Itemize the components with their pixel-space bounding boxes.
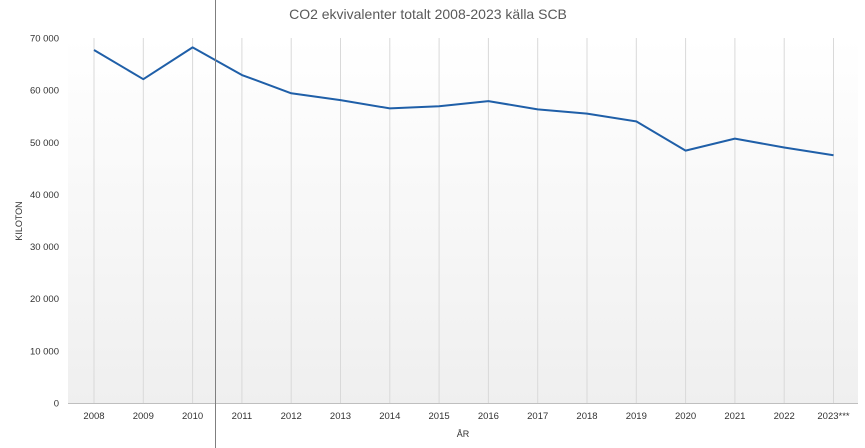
y-tick-label: 30 000 xyxy=(30,242,59,253)
x-tick-label: 2022 xyxy=(774,411,795,422)
x-axis-ticks: 2008 2009 2010 2011 2012 2013 2014 2015 2016 2017… xyxy=(83,411,849,422)
x-tick-label: 2009 xyxy=(133,411,154,422)
x-tick-label: 2016 xyxy=(478,411,499,422)
x-tick-label: 2019 xyxy=(626,411,647,422)
y-axis-label: KILOTON xyxy=(14,201,24,240)
x-tick-label: 2015 xyxy=(429,411,450,422)
x-tick-label: 2017 xyxy=(527,411,548,422)
x-tick-label: 2011 xyxy=(232,411,252,422)
y-tick-label: 70 000 xyxy=(30,34,59,45)
plot-background xyxy=(68,38,858,404)
y-tick-label: 50 000 xyxy=(30,138,59,149)
y-tick-label: 60 000 xyxy=(30,86,59,97)
y-tick-label: 10 000 xyxy=(30,346,59,357)
y-axis-ticks: 0 10 000 20 000 30 000 40 000 50 000 60 000 70 … xyxy=(30,34,59,410)
y-tick-label: 20 000 xyxy=(30,294,59,305)
x-tick-label: 2020 xyxy=(675,411,696,422)
series-line xyxy=(93,46,834,157)
x-tick-label: 2021 xyxy=(724,411,745,422)
x-axis-label: ÅR xyxy=(457,429,470,439)
y-tick-label: 40 000 xyxy=(30,190,59,201)
x-tick-label: 2014 xyxy=(379,411,400,422)
x-tick-label: 2012 xyxy=(281,411,302,422)
series-group xyxy=(93,46,834,157)
chart-title: CO2 ekvivalenter totalt 2008-2023 källa … xyxy=(289,6,567,22)
x-tick-label: 2023*** xyxy=(817,411,850,422)
x-tick-label: 2013 xyxy=(330,411,351,422)
x-tick-label: 2018 xyxy=(576,411,597,422)
x-tick-label: 2008 xyxy=(83,411,104,422)
x-tick-label: 2010 xyxy=(182,411,203,422)
gridlines xyxy=(93,38,834,403)
y-tick-label: 0 xyxy=(54,399,59,410)
